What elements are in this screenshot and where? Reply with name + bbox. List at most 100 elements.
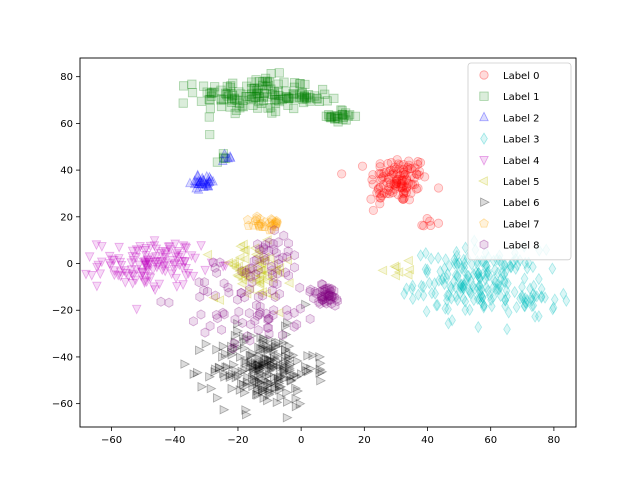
data-point bbox=[430, 277, 439, 290]
data-point bbox=[259, 393, 270, 404]
data-point bbox=[201, 170, 212, 181]
data-point bbox=[318, 294, 328, 305]
data-point bbox=[496, 273, 505, 286]
data-point bbox=[290, 78, 300, 88]
data-point bbox=[323, 295, 333, 306]
data-point bbox=[474, 320, 483, 334]
data-point bbox=[193, 183, 204, 194]
data-point bbox=[297, 87, 307, 97]
data-point bbox=[312, 93, 322, 103]
data-point bbox=[199, 181, 209, 191]
data-point bbox=[275, 382, 285, 392]
data-point bbox=[197, 381, 208, 392]
legend-label: Label 4 bbox=[503, 156, 540, 167]
data-point bbox=[443, 267, 452, 281]
data-point bbox=[377, 190, 387, 201]
data-point bbox=[477, 289, 486, 302]
data-point bbox=[201, 179, 212, 190]
data-point bbox=[453, 258, 461, 271]
data-point bbox=[276, 392, 287, 403]
data-point bbox=[372, 188, 382, 198]
data-point bbox=[412, 169, 422, 179]
data-point bbox=[396, 182, 406, 193]
data-point bbox=[256, 258, 266, 269]
data-point bbox=[338, 114, 348, 124]
data-point bbox=[210, 82, 220, 92]
data-point bbox=[419, 289, 428, 302]
data-point bbox=[216, 101, 227, 112]
data-point bbox=[242, 81, 252, 91]
data-point bbox=[250, 357, 261, 368]
data-point bbox=[317, 294, 327, 306]
data-point bbox=[211, 364, 221, 375]
data-point bbox=[401, 174, 411, 184]
data-point bbox=[252, 89, 262, 99]
data-point bbox=[534, 310, 543, 323]
data-point bbox=[452, 245, 461, 259]
data-point bbox=[148, 265, 158, 276]
data-point bbox=[259, 361, 269, 372]
data-point bbox=[254, 363, 265, 374]
data-point bbox=[284, 238, 293, 249]
data-point bbox=[481, 273, 490, 286]
data-point bbox=[390, 180, 400, 190]
data-point bbox=[324, 288, 334, 299]
data-point bbox=[269, 278, 278, 289]
legend-item: Label 0 bbox=[479, 70, 540, 82]
data-point bbox=[248, 100, 258, 111]
data-point bbox=[229, 338, 239, 349]
data-point bbox=[378, 180, 389, 190]
data-point bbox=[171, 273, 181, 284]
data-point bbox=[263, 78, 273, 88]
data-point bbox=[450, 253, 459, 266]
data-point bbox=[286, 375, 297, 386]
data-point bbox=[516, 292, 524, 305]
data-point bbox=[337, 169, 347, 179]
data-point bbox=[245, 284, 254, 295]
data-point bbox=[261, 308, 271, 319]
data-point bbox=[419, 280, 428, 294]
data-point bbox=[187, 87, 198, 98]
data-point bbox=[155, 248, 166, 259]
data-point bbox=[404, 264, 415, 275]
data-point bbox=[322, 283, 332, 294]
data-point bbox=[249, 365, 260, 375]
data-point bbox=[109, 266, 120, 277]
data-point bbox=[303, 350, 314, 361]
data-point bbox=[258, 290, 268, 301]
data-point bbox=[229, 93, 240, 103]
data-point bbox=[249, 83, 260, 93]
data-point bbox=[281, 267, 291, 278]
data-point bbox=[172, 249, 182, 260]
data-point bbox=[503, 322, 511, 336]
data-point bbox=[156, 296, 166, 307]
data-point bbox=[159, 261, 170, 272]
data-point bbox=[253, 88, 263, 98]
data-point bbox=[135, 242, 145, 252]
series-label-7 bbox=[242, 211, 282, 235]
data-point bbox=[475, 267, 483, 280]
data-point bbox=[527, 291, 536, 305]
data-point bbox=[416, 249, 425, 262]
data-point bbox=[467, 258, 476, 271]
data-point bbox=[253, 324, 263, 336]
data-point bbox=[251, 377, 262, 387]
data-point bbox=[402, 269, 413, 280]
legend-item: Label 7 bbox=[479, 218, 540, 230]
data-point bbox=[402, 165, 413, 175]
data-point bbox=[393, 174, 403, 184]
data-point bbox=[131, 304, 142, 315]
data-point bbox=[341, 108, 351, 118]
data-point bbox=[231, 263, 242, 274]
data-point bbox=[497, 258, 506, 271]
data-point bbox=[392, 174, 402, 185]
data-point bbox=[230, 337, 241, 348]
data-point bbox=[453, 249, 461, 263]
data-point bbox=[257, 264, 268, 274]
data-point bbox=[164, 297, 174, 308]
data-point bbox=[259, 357, 270, 368]
data-point bbox=[550, 293, 559, 306]
data-point bbox=[270, 372, 280, 383]
data-point bbox=[189, 369, 200, 379]
data-point bbox=[396, 179, 406, 189]
